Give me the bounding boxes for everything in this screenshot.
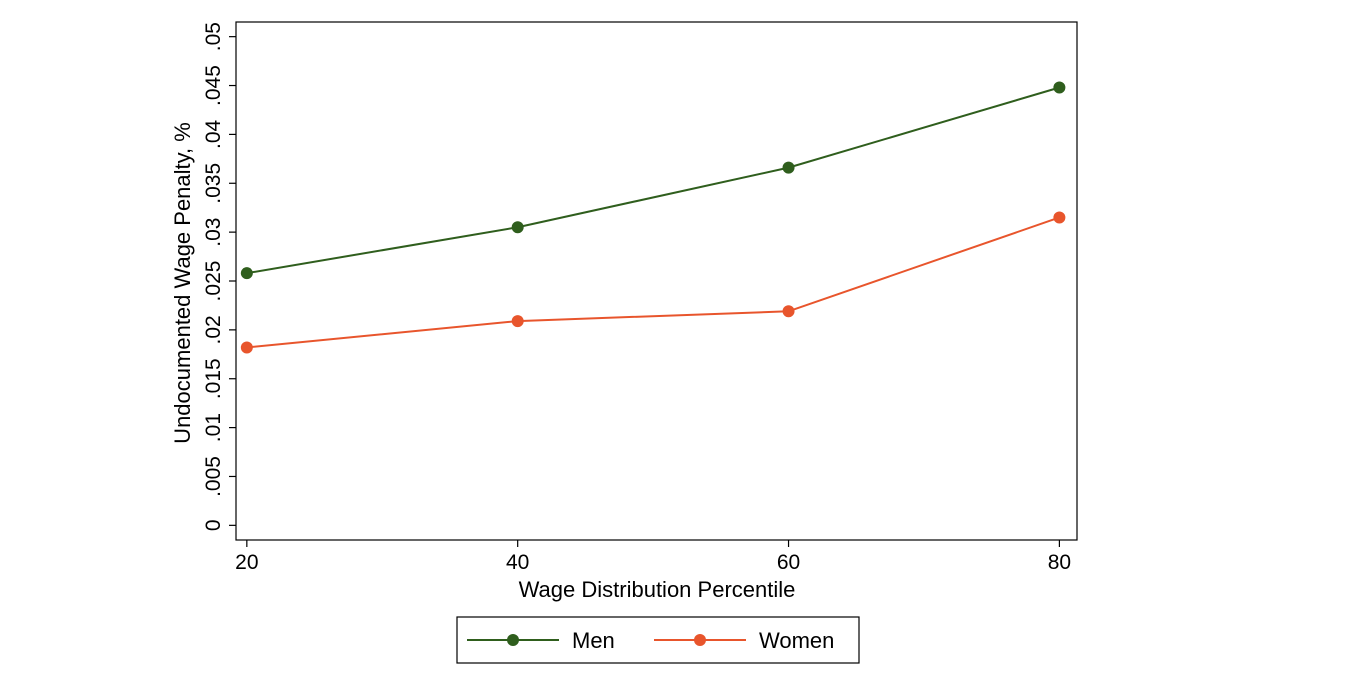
y-tick-label: .045 <box>202 65 225 106</box>
data-point-women <box>511 315 524 328</box>
legend-marker-women <box>694 634 706 646</box>
y-tick-label: .025 <box>202 261 225 302</box>
data-point-men <box>1053 81 1066 94</box>
data-point-women <box>1053 211 1066 224</box>
y-tick-label: .015 <box>202 358 225 399</box>
series-line-women <box>246 216 1060 349</box>
x-tick-label: 20 <box>235 551 258 574</box>
y-axis: 0 .005 .01 .015 .02 .025 .03 .035 .04 .045 .05 <box>202 22 236 531</box>
plot-frame <box>235 21 1078 541</box>
y-tick-label: .05 <box>202 22 225 51</box>
x-tick-label: 80 <box>1048 551 1071 574</box>
y-tick-label: .01 <box>202 413 225 442</box>
legend-label-men: Men <box>572 628 615 653</box>
x-axis-title: Wage Distribution Percentile <box>519 577 796 602</box>
legend-label-women: Women <box>759 628 834 653</box>
y-tick-label: .04 <box>202 119 225 149</box>
data-point-men <box>782 161 795 174</box>
legend: Men Women <box>456 616 860 664</box>
data-point-men <box>511 221 524 234</box>
y-tick-label: .005 <box>202 456 225 497</box>
data-point-women <box>240 341 253 354</box>
y-tick-label: .02 <box>202 315 225 344</box>
y-tick-label: .035 <box>202 163 225 204</box>
y-tick-label: .03 <box>202 218 225 247</box>
series-line-men <box>246 86 1060 275</box>
y-axis-title: Undocumented Wage Penalty, % <box>170 122 195 444</box>
x-tick-label: 40 <box>506 551 529 574</box>
y-tick-label: 0 <box>202 519 225 531</box>
x-tick-label: 60 <box>777 551 800 574</box>
x-axis: 20 40 60 80 <box>235 540 1071 574</box>
series-layer <box>240 81 1066 354</box>
data-point-men <box>240 267 253 280</box>
data-point-women <box>782 305 795 318</box>
legend-marker-men <box>507 634 519 646</box>
